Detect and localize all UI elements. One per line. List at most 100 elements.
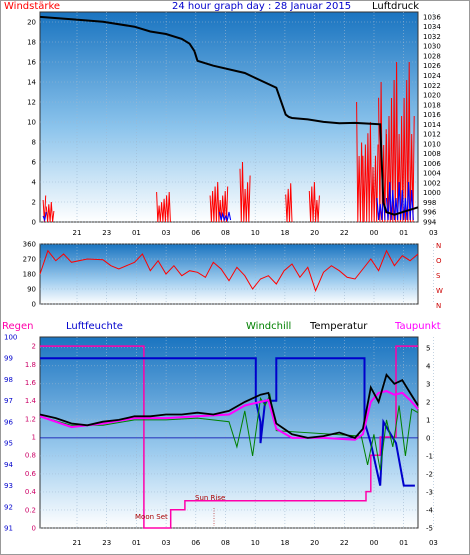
- compass-label: N: [436, 302, 441, 310]
- pressure-tick-label: 1036: [423, 13, 441, 21]
- wind-series: [378, 81, 387, 223]
- pressure-tick-label: 994: [423, 219, 437, 227]
- pressure-series: [39, 15, 419, 216]
- wind-tick-label: 14: [27, 79, 36, 87]
- rain-tick-label: 1.2: [25, 415, 36, 423]
- x-tick-label: 08: [221, 539, 230, 547]
- rain-tick-label: 0.8: [25, 452, 36, 460]
- x-tick-label: 03: [162, 229, 171, 237]
- gust-series: [42, 211, 47, 222]
- x-tick-label: 03: [162, 539, 171, 547]
- pressure-tick-label: 1026: [423, 62, 441, 70]
- wind-series: [209, 181, 229, 223]
- pressure-tick-label: 1000: [423, 189, 441, 197]
- temperature-tick-label: -2: [426, 470, 433, 478]
- temperature-tick-label: -1: [426, 452, 433, 460]
- compass-label: O: [436, 257, 442, 265]
- pressure-tick-label: 1008: [423, 150, 441, 158]
- x-tick-label: 18: [280, 539, 289, 547]
- x-tick-label: 06: [191, 539, 200, 547]
- rain-series: [40, 345, 418, 529]
- humidity-tick-label: 94: [4, 461, 13, 469]
- wind-tick-label: 10: [27, 119, 36, 127]
- pressure-tick-label: 1012: [423, 131, 441, 139]
- direction-tick-label: 360: [23, 241, 36, 249]
- rain-tick-label: 0.4: [25, 488, 37, 496]
- temperature-tick-label: 0: [426, 434, 430, 442]
- humidity-tick-label: 99: [4, 355, 13, 363]
- pressure-tick-label: 1034: [423, 23, 441, 31]
- rain-tick-label: 0.2: [25, 506, 36, 514]
- x-tick-label: 01: [399, 539, 408, 547]
- pressure-tick-label: 1018: [423, 101, 441, 109]
- wind-series: [308, 181, 320, 223]
- legend-humidity: Luftfeuchte: [66, 321, 123, 332]
- x-tick-label: 03: [429, 539, 438, 547]
- header-bar: Windstärke 24 hour graph day : 28 Januar…: [0, 0, 470, 14]
- pressure-tick-label: 1006: [423, 160, 441, 168]
- wind-series: [45, 201, 55, 223]
- temperature-tick-label: 4: [426, 362, 431, 370]
- x-tick-label: 22: [340, 229, 349, 237]
- compass-label: N: [436, 242, 441, 250]
- pressure-tick-label: 996: [423, 209, 437, 217]
- legend-dewpoint: Taupunkt: [395, 321, 441, 332]
- direction-tick-label: 90: [27, 286, 36, 294]
- humidity-tick-label: 95: [4, 440, 13, 448]
- humidity-tick-label: 96: [4, 418, 13, 426]
- legend-windchill: Windchill: [246, 321, 292, 332]
- temperature-tick-label: -5: [426, 525, 433, 533]
- rain-tick-label: 1.4: [25, 397, 37, 405]
- x-tick-label: 01: [132, 229, 141, 237]
- moon-set-label: Moon Set: [135, 513, 168, 521]
- wind-tick-label: 16: [27, 59, 36, 67]
- direction-series: [39, 249, 419, 293]
- temperature-tick-label: 1: [426, 416, 430, 424]
- x-tick-label: 23: [102, 539, 111, 547]
- rain-tick-label: 2: [32, 343, 36, 351]
- pressure-tick-label: 1014: [423, 121, 441, 129]
- wind-tick-label: 4: [32, 179, 37, 187]
- direction-tick-label: 270: [23, 256, 36, 264]
- legend-bar: Regen Luftfeuchte Windchill Temperatur T…: [0, 320, 470, 334]
- humidity-tick-label: 92: [4, 503, 13, 511]
- wind-series: [285, 183, 293, 223]
- x-tick-label: 21: [73, 539, 82, 547]
- x-tick-label: 00: [370, 229, 379, 237]
- rain-tick-label: 0: [32, 525, 36, 533]
- wind-tick-label: 6: [32, 159, 37, 167]
- pressure-tick-label: 998: [423, 199, 436, 207]
- windstarke-label: Windstärke: [4, 1, 61, 12]
- temperature-tick-label: 3: [426, 380, 430, 388]
- pressure-tick-label: 1032: [423, 33, 441, 41]
- pressure-tick-label: 1010: [423, 140, 441, 148]
- x-tick-label: 21: [73, 229, 82, 237]
- wind-tick-label: 12: [27, 99, 36, 107]
- humidity-tick-label: 100: [4, 334, 17, 342]
- direction-tick-label: 0: [32, 301, 36, 309]
- pressure-tick-label: 1020: [423, 92, 441, 100]
- wind-tick-label: 0: [32, 219, 36, 227]
- wind-panel: [39, 11, 419, 223]
- temperature-series: [39, 372, 419, 439]
- pressure-tick-label: 1004: [423, 170, 441, 178]
- luftdruck-label: Luftdruck: [372, 1, 420, 12]
- x-tick-label: 08: [221, 229, 230, 237]
- humidity-tick-label: 97: [4, 397, 13, 405]
- wind-series: [362, 121, 379, 223]
- wind-tick-label: 20: [27, 19, 36, 27]
- rain-tick-label: 1: [32, 434, 36, 442]
- x-tick-label: 20: [310, 539, 319, 547]
- wind-series: [156, 191, 171, 223]
- dewpoint-series: [39, 390, 419, 441]
- compass-label: S: [436, 272, 441, 280]
- legend-temperature: Temperatur: [310, 321, 368, 332]
- sun-rise-label: Sun Rise: [195, 494, 225, 502]
- pressure-tick-label: 1016: [423, 111, 441, 119]
- wind-series: [42, 195, 47, 223]
- pressure-tick-label: 1030: [423, 43, 441, 51]
- x-tick-label: 23: [102, 229, 111, 237]
- humidity-panel: [39, 336, 419, 529]
- temperature-tick-label: -4: [426, 506, 434, 514]
